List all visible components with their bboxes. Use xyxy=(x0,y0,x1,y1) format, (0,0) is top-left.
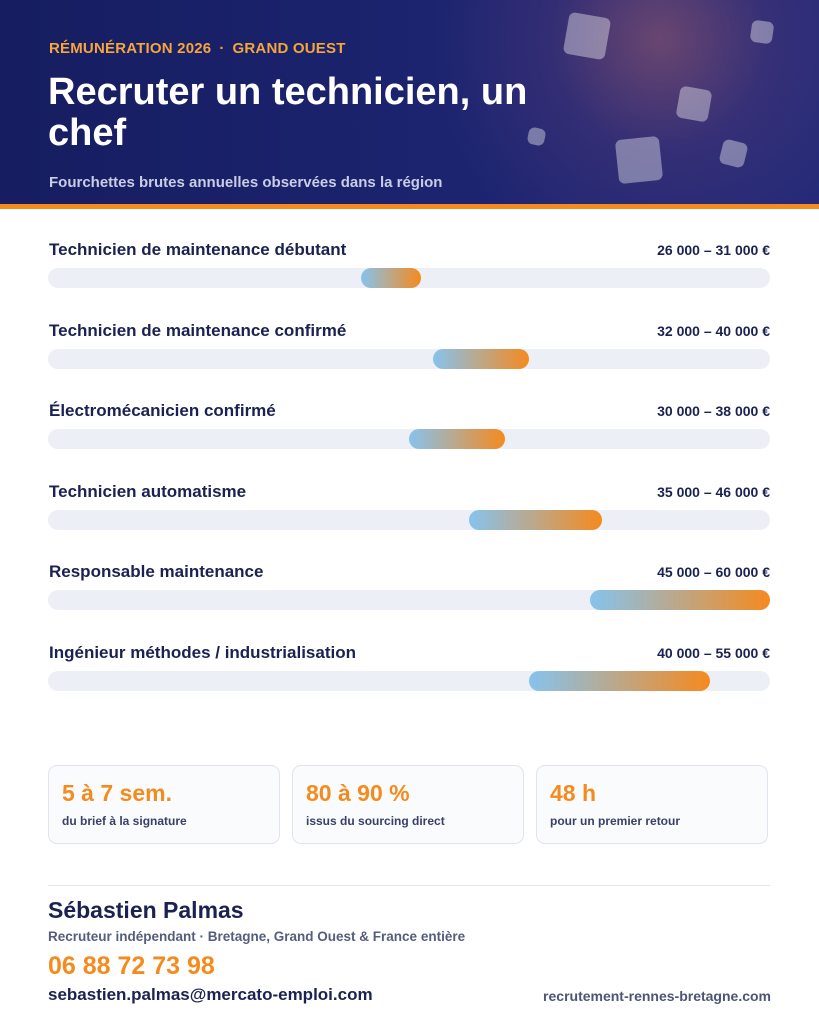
job-title: Ingénieur méthodes / industrialisation xyxy=(49,642,356,662)
decorative-square xyxy=(749,19,775,45)
salary-range-label: 30 000 – 38 000 € xyxy=(657,403,770,419)
range-track xyxy=(48,670,770,691)
salary-row: Ingénieur méthodes / industrialisation 40… xyxy=(48,643,770,724)
stat-value: 80 à 90 % xyxy=(306,780,410,806)
decorative-square xyxy=(562,11,612,61)
job-title: Technicien automatisme xyxy=(49,481,247,501)
stat-card: 80 à 90 % issus du sourcing direct xyxy=(292,765,524,844)
salary-row: Technicien de maintenance débutant 26 000… xyxy=(48,240,770,321)
contact-website[interactable]: recrutement-rennes-bretagne.com xyxy=(543,988,771,1004)
range-bar xyxy=(529,670,710,691)
contact-role: Recruteur indépendant · Bretagne, Grand … xyxy=(48,929,466,944)
salary-row: Électromécanicien confirmé 30 000 – 38 00… xyxy=(48,401,770,482)
decorative-square xyxy=(718,138,749,169)
salary-range-label: 32 000 – 40 000 € xyxy=(657,322,770,339)
page-title: Recruter un technicien, un chef xyxy=(48,71,528,154)
stat-value: 48 h xyxy=(550,780,597,806)
range-bar xyxy=(469,509,602,530)
eyebrow-right: GRAND OUEST xyxy=(232,40,346,57)
stats-row: 5 à 7 sem. du brief à la signature 80 à … xyxy=(48,765,772,846)
stat-card: 5 à 7 sem. du brief à la signature xyxy=(48,765,280,844)
job-title: Technicien de maintenance débutant xyxy=(49,240,347,259)
decorative-square xyxy=(614,135,664,185)
stat-caption: du brief à la signature xyxy=(62,814,187,828)
salary-range-label: 35 000 – 46 000 € xyxy=(657,483,770,500)
range-bar xyxy=(433,348,530,369)
contact-name: Sébastien Palmas xyxy=(48,897,244,923)
range-track xyxy=(48,590,770,610)
footer-divider xyxy=(48,885,770,886)
stat-value: 5 à 7 sem. xyxy=(62,780,172,806)
contact-email[interactable]: sebastien.palmas@mercato-emploi.com xyxy=(48,985,373,1004)
range-track xyxy=(48,429,770,449)
salary-range-label: 40 000 – 55 000 € xyxy=(657,644,770,661)
range-bar xyxy=(409,429,506,449)
salary-row: Technicien de maintenance confirmé 32 000… xyxy=(48,321,770,402)
page-subtitle: Fourchettes brutes annuelles observées d… xyxy=(49,174,443,191)
decorative-square xyxy=(675,85,713,123)
range-bar xyxy=(589,590,770,610)
contact-phone[interactable]: 06 88 72 73 98 xyxy=(48,952,215,980)
job-title: Électromécanicien confirmé xyxy=(49,401,276,420)
stat-caption: pour un premier retour xyxy=(550,814,681,828)
stat-caption: issus du sourcing direct xyxy=(306,814,445,828)
range-track xyxy=(48,348,770,369)
eyebrow: RÉMUNÉRATION 2026 · GRAND OUEST xyxy=(49,40,346,57)
range-bar xyxy=(360,268,422,288)
salary-range-chart: Technicien de maintenance débutant 26 000… xyxy=(48,240,770,723)
salary-row: Technicien automatisme 35 000 – 46 000 € xyxy=(48,482,770,563)
salary-range-label: 26 000 – 31 000 € xyxy=(657,242,770,258)
job-title: Technicien de maintenance confirmé xyxy=(49,320,347,340)
accent-divider xyxy=(0,204,819,209)
eyebrow-left: RÉMUNÉRATION 2026 xyxy=(49,40,212,57)
salary-row: Responsable maintenance 45 000 – 60 000 € xyxy=(48,562,770,643)
header-banner: RÉMUNÉRATION 2026 · GRAND OUEST Recruter u… xyxy=(0,0,819,204)
stat-card: 48 h pour un premier retour xyxy=(536,765,768,844)
range-track xyxy=(48,509,770,530)
job-title: Responsable maintenance xyxy=(49,562,264,581)
salary-range-label: 45 000 – 60 000 € xyxy=(657,564,770,580)
eyebrow-separator: · xyxy=(219,40,225,57)
range-track xyxy=(48,268,770,288)
